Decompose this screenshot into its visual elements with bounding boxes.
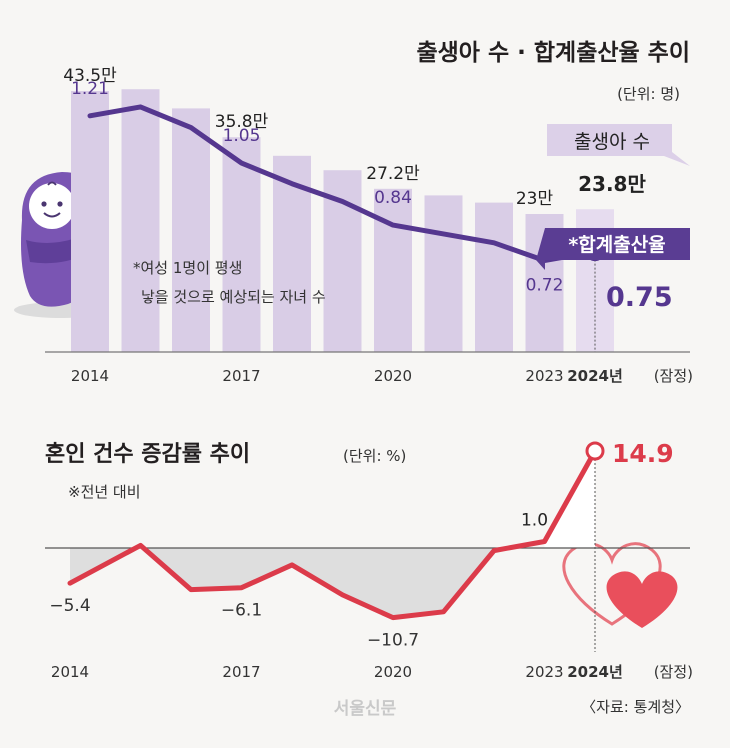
marriage-2024-value: 14.9 [612,439,674,468]
watermark: 서울신문 [334,699,397,719]
fertility-legend-label: *합계출산율 [568,234,665,256]
births-legend-label: 출생아 수 [574,131,650,153]
x-tick-label: 2017 [222,663,260,681]
x-tick-label: 2020 [374,367,412,385]
bar [172,108,210,353]
x-tick-label: 2014 [71,367,109,385]
marriage-value-label: −6.1 [221,601,262,621]
fertility-2024-value: 0.75 [606,282,673,313]
bar [374,188,412,352]
fertility-value-label: 1.05 [223,126,261,146]
marriage-value-label: −10.7 [367,631,419,651]
marriage-value-label: 1.0 [521,510,548,530]
negative-area [70,545,494,618]
x-tick-label: 2023 [525,367,563,385]
marriage-line [67,448,598,621]
source-label: 〈자료: 통계청〉 [581,698,690,716]
x-tick-label: 2020 [374,663,412,681]
provisional-label: (잠정) [654,663,693,681]
x-tick-label: 2023 [525,663,563,681]
unit-label: (단위: 명) [617,85,680,103]
births-2024-value: 23.8만 [578,172,646,196]
bar [424,195,463,352]
bar-value-label: 23만 [516,189,554,209]
fertility-value-label: 1.21 [71,79,109,99]
marriage-chart: 혼인 건수 증감률 추이 (단위: %) ※전년 대비 14.9 −5.4 −6.1 −10… [45,439,693,681]
bar [222,137,261,352]
bar [71,91,109,352]
marriage-2024-point [585,441,605,461]
bar-value-label: 35.8만 [215,112,269,132]
fertility-value-label: 0.84 [374,188,412,208]
x-tick-label: 2014 [51,663,89,681]
fertility-value-label: 0.72 [526,276,564,296]
fertility-line [87,104,598,264]
births-chart: 출생아 수 · 합계출산율 추이 (단위: 명) 43.5만 35.8만 27.2만 23… [45,40,693,385]
fertility-callout [536,228,690,270]
x-tick-label: 2024년 [567,367,623,385]
marriage-value-label: −5.4 [49,596,90,616]
bar-value-label: 43.5만 [63,66,117,86]
bar [121,89,160,352]
births-callout [547,124,690,166]
footnote-line-1: *여성 1명이 평생 [133,259,242,277]
unit-label: (단위: %) [343,447,406,465]
chart-title: 출생아 수 · 합계출산율 추이 [416,40,690,66]
footnote-line-2: 낳을 것으로 예상되는 자녀 수 [141,288,326,306]
x-tick-label: 2017 [222,367,260,385]
subtitle: ※전년 대비 [68,483,141,501]
chart-title: 혼인 건수 증감률 추이 [45,442,250,467]
bar-value-label: 27.2만 [366,164,420,184]
x-tick-label: 2024년 [567,663,623,681]
heart-icon [562,542,678,628]
provisional-label: (잠정) [654,367,693,385]
bar [475,202,513,352]
